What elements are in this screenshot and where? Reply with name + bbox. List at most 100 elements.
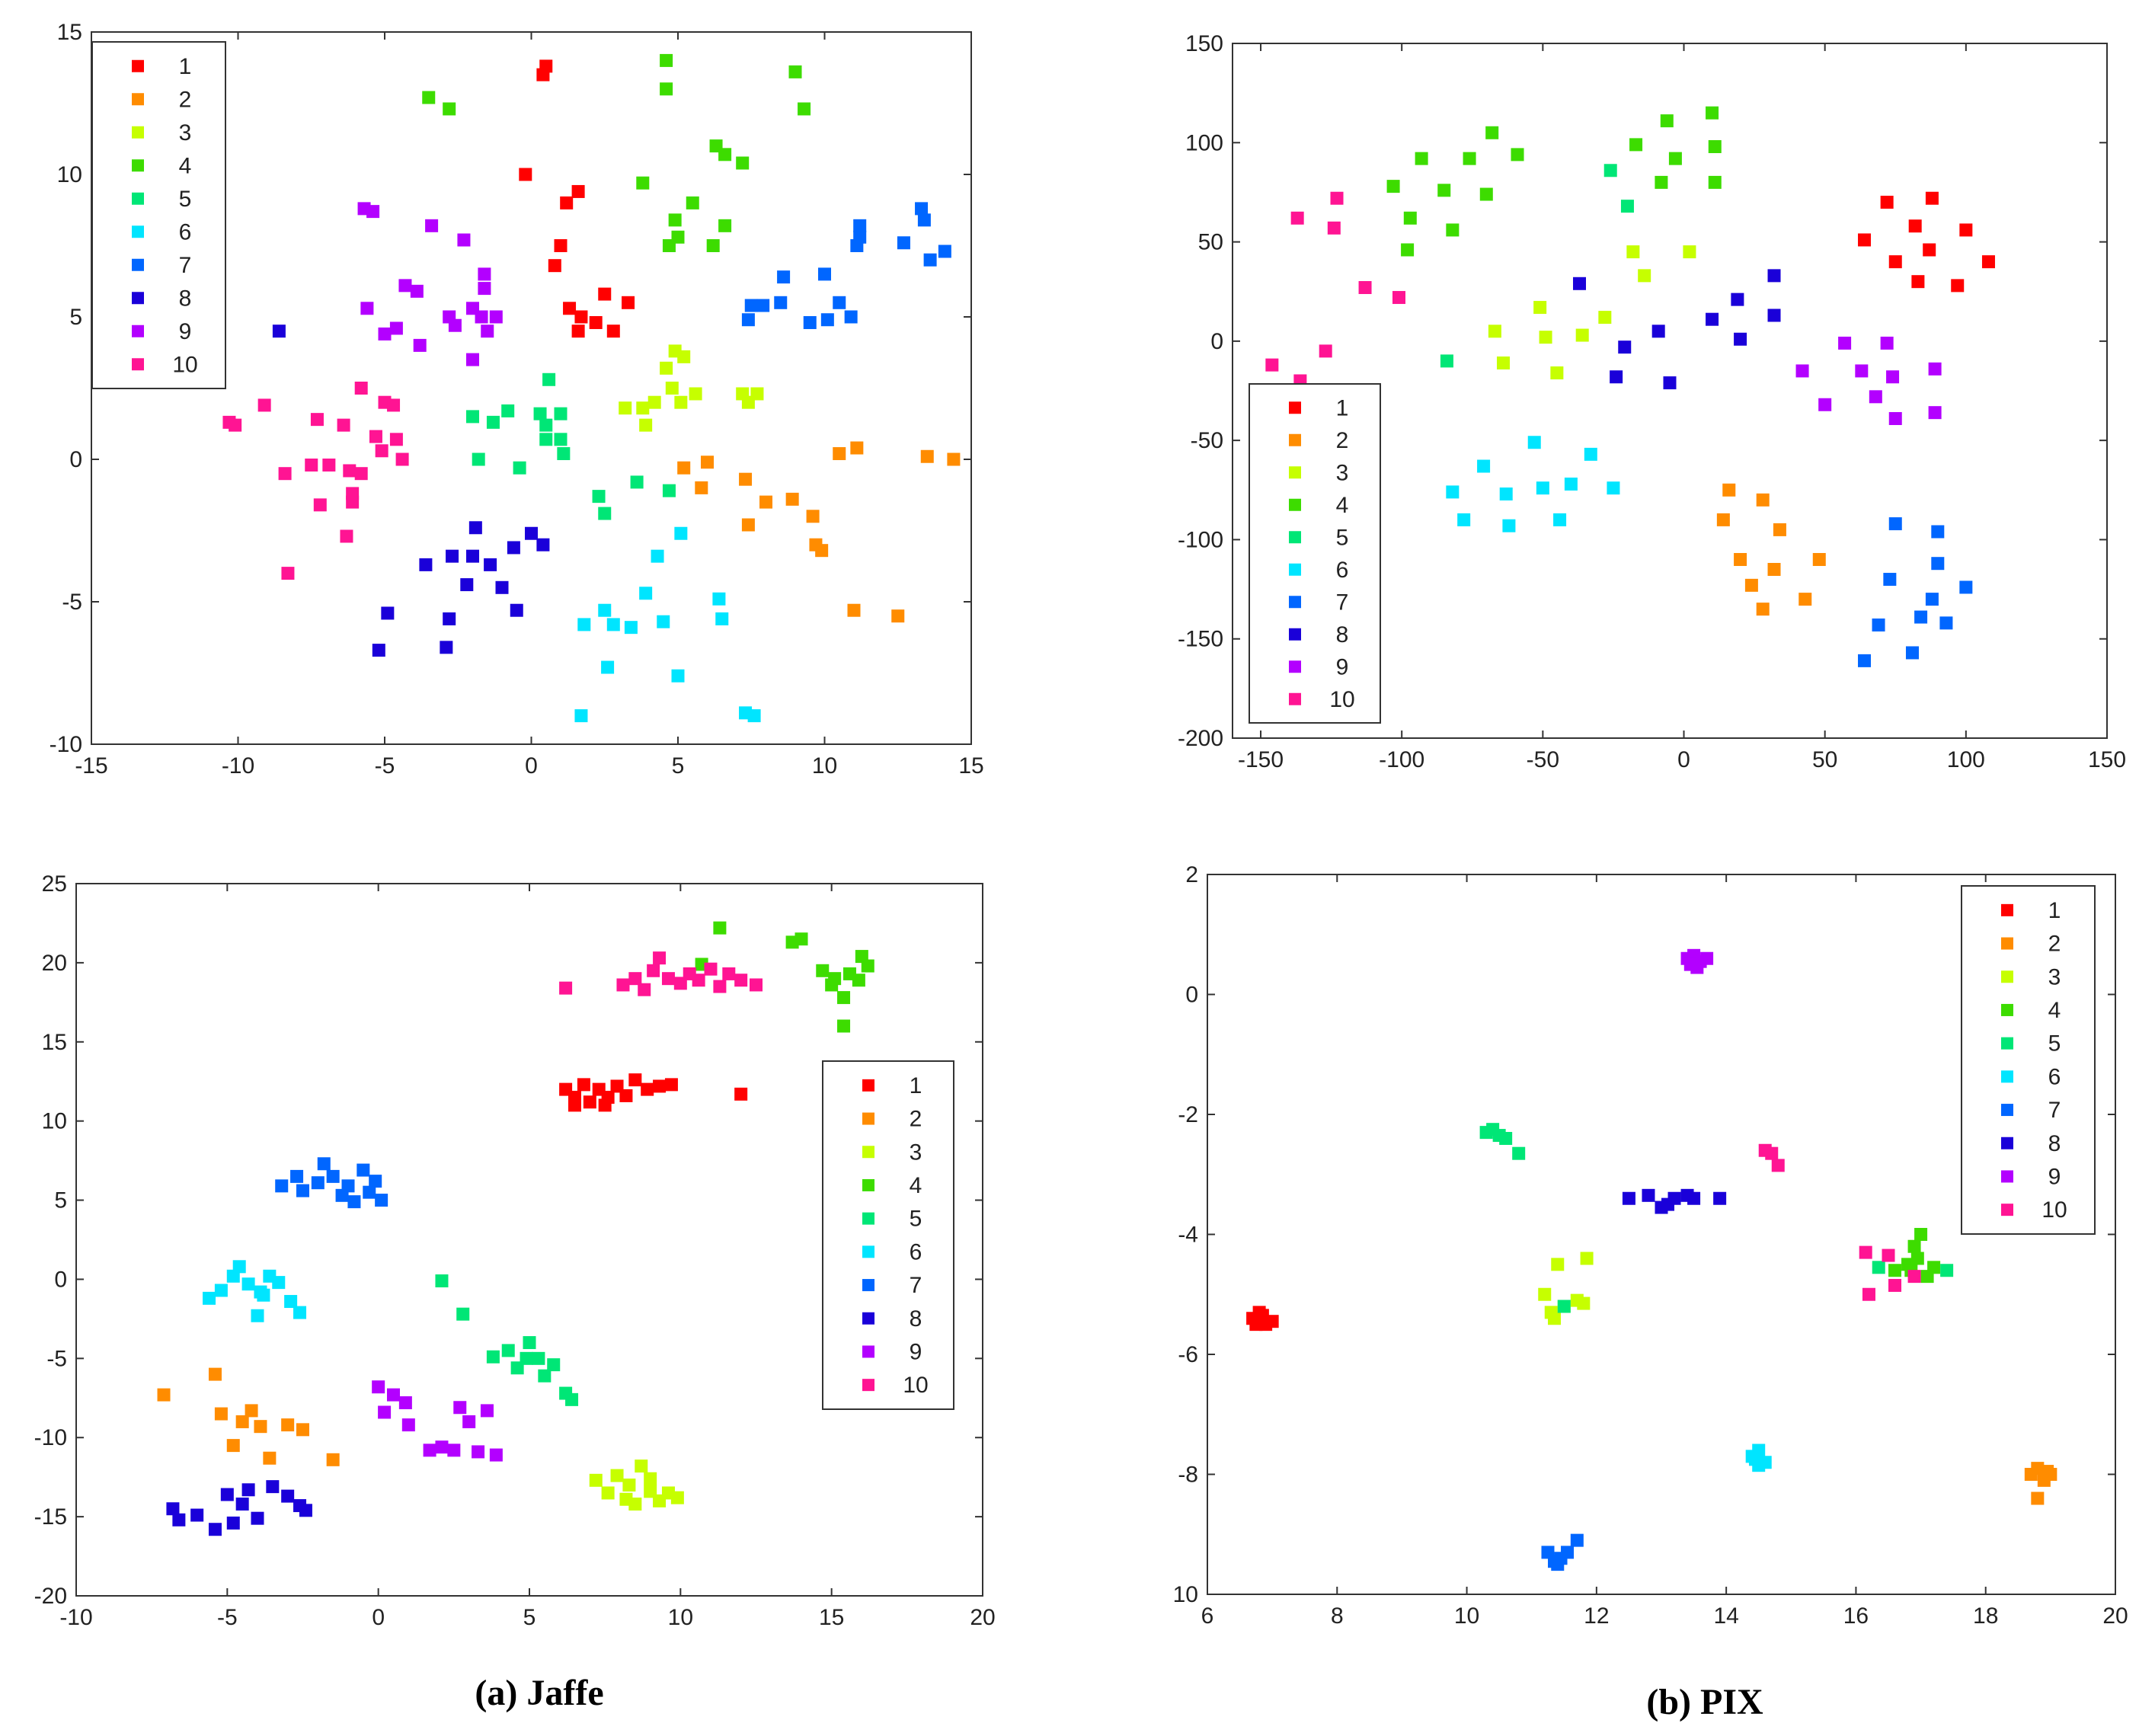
data-point	[1511, 148, 1524, 161]
data-point	[387, 1388, 400, 1402]
data-point	[598, 287, 612, 301]
series-4	[422, 53, 811, 252]
data-point	[628, 972, 642, 986]
series-8	[166, 1480, 312, 1536]
series-6	[1446, 436, 1620, 532]
data-point	[557, 447, 571, 461]
legend-label: 9	[2048, 1164, 2061, 1189]
data-point	[1773, 523, 1786, 536]
data-point	[601, 1486, 615, 1500]
y-tick-label: 2	[1185, 862, 1198, 887]
x-tick-label: 10	[812, 753, 837, 778]
y-tick-label: -50	[1191, 428, 1223, 453]
y-tick-label: -4	[1178, 1223, 1198, 1248]
data-point	[554, 433, 568, 446]
legend-label: 10	[903, 1373, 928, 1398]
data-point	[478, 267, 491, 281]
data-point	[1577, 1296, 1591, 1310]
data-point	[214, 1407, 228, 1421]
data-point	[235, 1497, 249, 1511]
data-point	[1959, 223, 1973, 237]
data-point	[661, 972, 675, 986]
data-point	[660, 53, 673, 67]
data-point	[369, 1175, 382, 1188]
y-tick-label: -10	[34, 1425, 67, 1450]
data-point	[759, 495, 772, 509]
plot-area-tl	[91, 31, 972, 745]
data-point	[284, 1295, 298, 1309]
data-point	[1880, 336, 1894, 350]
data-point	[478, 282, 491, 296]
data-point	[401, 1418, 415, 1432]
data-point	[598, 1098, 612, 1112]
data-point	[1668, 152, 1682, 165]
legend-label: 7	[910, 1273, 922, 1298]
legend-label: 2	[179, 87, 192, 112]
data-point	[226, 1439, 240, 1453]
data-point	[1872, 1261, 1885, 1274]
data-point	[589, 1473, 603, 1487]
data-point	[507, 541, 520, 555]
legend-swatch	[1289, 692, 1301, 705]
data-point	[341, 1179, 355, 1193]
legend-label: 1	[1336, 395, 1349, 420]
legend-swatch	[862, 1312, 874, 1325]
data-point	[232, 1260, 246, 1274]
data-point	[281, 567, 295, 580]
data-point	[1858, 654, 1872, 667]
data-point	[226, 1516, 240, 1530]
data-point	[447, 1443, 461, 1457]
x-tick-label: -50	[1527, 747, 1559, 772]
data-point	[1265, 358, 1279, 372]
data-point	[311, 1176, 325, 1190]
data-point	[1911, 275, 1925, 289]
data-point	[574, 310, 588, 324]
series-7	[275, 1157, 388, 1209]
data-point	[481, 325, 494, 338]
data-point	[354, 382, 368, 395]
data-point	[317, 1157, 331, 1171]
legend-label: 1	[910, 1073, 922, 1098]
legend-swatch	[1289, 433, 1301, 446]
data-point	[251, 1309, 264, 1322]
data-point	[639, 587, 653, 600]
y-tick-label: 5	[69, 305, 82, 330]
legend-label: 8	[910, 1306, 922, 1332]
data-point	[1888, 255, 1902, 269]
y-tick-label: 10	[42, 1109, 67, 1134]
data-point	[532, 1351, 545, 1365]
data-point	[574, 709, 588, 723]
legend-swatch	[1289, 660, 1301, 673]
data-point	[1358, 281, 1372, 295]
data-point	[1548, 1312, 1562, 1325]
data-point	[278, 467, 292, 481]
series-7	[741, 202, 951, 329]
legend-swatch	[862, 1212, 874, 1225]
legend-label: 9	[179, 319, 192, 344]
data-point	[293, 1306, 307, 1319]
legend-swatch	[2001, 1037, 2013, 1050]
data-point	[395, 452, 409, 466]
data-point	[1748, 1453, 1762, 1466]
data-point	[360, 302, 374, 315]
data-point	[389, 433, 403, 446]
y-tick-label: -200	[1178, 726, 1223, 751]
data-point	[254, 1285, 267, 1299]
data-point	[363, 1185, 376, 1199]
series-9	[372, 1380, 503, 1462]
data-point	[816, 964, 830, 977]
data-point	[1667, 1191, 1681, 1205]
data-point	[347, 1195, 361, 1209]
data-point	[1499, 1132, 1513, 1145]
data-point	[736, 156, 750, 170]
series-10	[1265, 191, 1405, 388]
y-tick-label: 0	[1210, 329, 1223, 354]
data-point	[1572, 277, 1586, 290]
data-point	[565, 1392, 579, 1406]
data-point	[803, 315, 817, 329]
data-point	[653, 951, 667, 965]
legend-swatch	[1289, 596, 1301, 609]
data-point	[774, 296, 788, 309]
data-point	[1907, 1239, 1921, 1253]
data-point	[1564, 477, 1578, 491]
